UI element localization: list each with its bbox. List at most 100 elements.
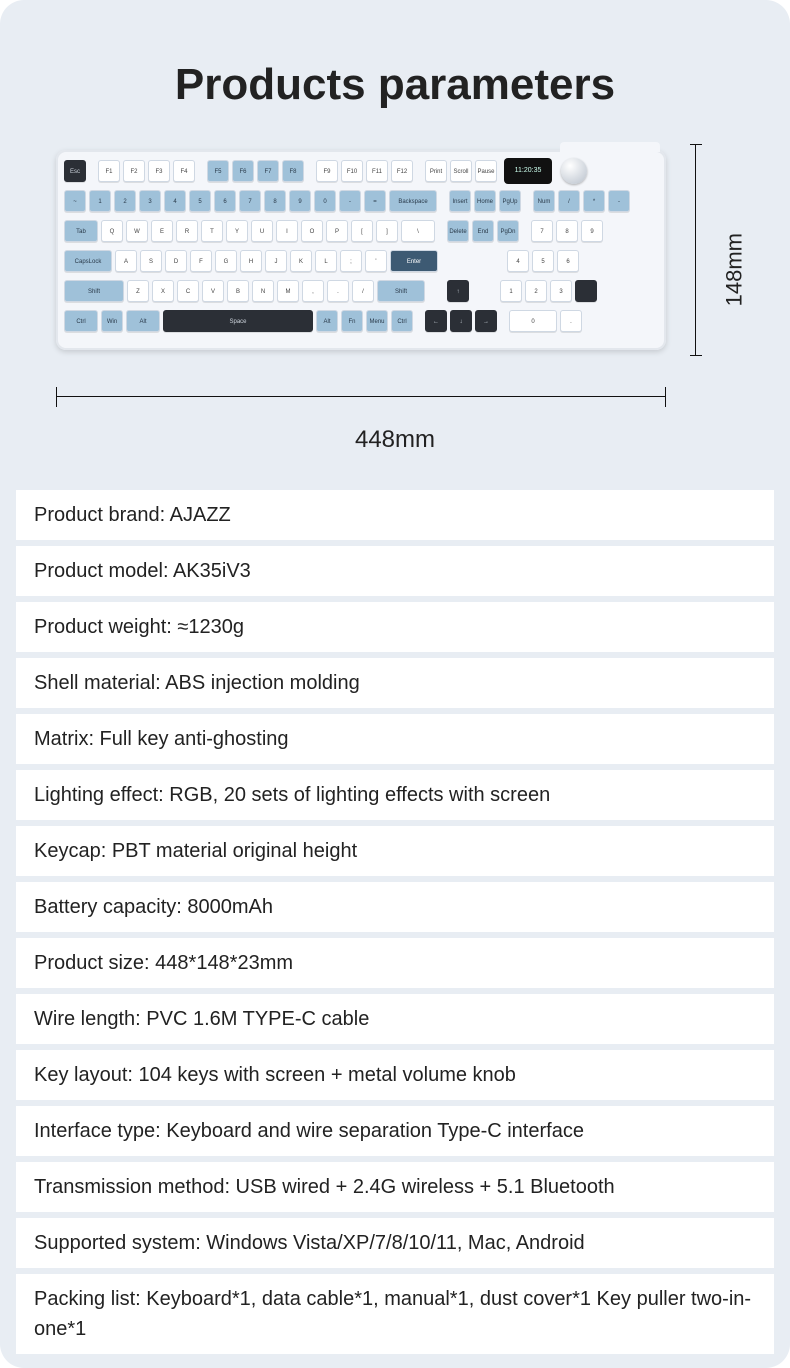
spec-row: Key layout: 104 keys with screen + metal… bbox=[16, 1050, 774, 1100]
key-num7: 7 bbox=[531, 220, 553, 242]
spec-row: Battery capacity: 8000mAh bbox=[16, 882, 774, 932]
key-pause: Pause bbox=[475, 160, 497, 182]
keyboard-row-z: Shift Z X C V B N M , . / Shift ↑ 1 2 3 bbox=[64, 278, 658, 304]
key-b: B bbox=[227, 280, 249, 302]
product-parameters-card: Products parameters Esc F1 F2 F3 F4 F5 F… bbox=[0, 0, 790, 1368]
key-numdiv: / bbox=[558, 190, 580, 212]
key-u: U bbox=[251, 220, 273, 242]
width-dimension-line bbox=[56, 396, 666, 397]
key-pgup: PgUp bbox=[499, 190, 521, 212]
key-right: → bbox=[475, 310, 497, 332]
key-num8: 8 bbox=[556, 220, 578, 242]
height-dimension-label: 148mm bbox=[721, 233, 747, 306]
key-print: Print bbox=[425, 160, 447, 182]
key-rbracket: ] bbox=[376, 220, 398, 242]
key-num6: 6 bbox=[557, 250, 579, 272]
spec-row: Wire length: PVC 1.6M TYPE-C cable bbox=[16, 994, 774, 1044]
key-semicolon: ; bbox=[340, 250, 362, 272]
key-j: J bbox=[265, 250, 287, 272]
key-scroll: Scroll bbox=[450, 160, 472, 182]
key-f4: F4 bbox=[173, 160, 195, 182]
key-y: Y bbox=[226, 220, 248, 242]
key-0: 0 bbox=[314, 190, 336, 212]
key-fn: Fn bbox=[341, 310, 363, 332]
key-v: V bbox=[202, 280, 224, 302]
key-equals: = bbox=[364, 190, 386, 212]
key-lshift: Shift bbox=[64, 280, 124, 302]
key-d: D bbox=[165, 250, 187, 272]
key-home: Home bbox=[474, 190, 496, 212]
key-9: 9 bbox=[289, 190, 311, 212]
key-insert: Insert bbox=[449, 190, 471, 212]
key-num2: 2 bbox=[525, 280, 547, 302]
key-f7: F7 bbox=[257, 160, 279, 182]
spec-row: Transmission method: USB wired + 2.4G wi… bbox=[16, 1162, 774, 1212]
key-num9: 9 bbox=[581, 220, 603, 242]
key-n: N bbox=[252, 280, 274, 302]
spec-row: Supported system: Windows Vista/XP/7/8/1… bbox=[16, 1218, 774, 1268]
key-e: E bbox=[151, 220, 173, 242]
key-period: . bbox=[327, 280, 349, 302]
key-4: 4 bbox=[164, 190, 186, 212]
key-f: F bbox=[190, 250, 212, 272]
key-num4: 4 bbox=[507, 250, 529, 272]
keyboard-row-function: Esc F1 F2 F3 F4 F5 F6 F7 F8 F9 F10 F11 F… bbox=[64, 158, 658, 184]
spec-row: Product brand: AJAZZ bbox=[16, 490, 774, 540]
spec-row: Matrix: Full key anti-ghosting bbox=[16, 714, 774, 764]
key-w: W bbox=[126, 220, 148, 242]
key-lalt: Alt bbox=[126, 310, 160, 332]
key-pgdn: PgDn bbox=[497, 220, 519, 242]
keyboard-row-numbers: ~ 1 2 3 4 5 6 7 8 9 0 - = Backspace Inse… bbox=[64, 188, 658, 214]
key-1: 1 bbox=[89, 190, 111, 212]
key-p: P bbox=[326, 220, 348, 242]
key-slash: / bbox=[352, 280, 374, 302]
key-c: C bbox=[177, 280, 199, 302]
spec-row: Product size: 448*148*23mm bbox=[16, 938, 774, 988]
key-left: ← bbox=[425, 310, 447, 332]
key-5: 5 bbox=[189, 190, 211, 212]
key-h: H bbox=[240, 250, 262, 272]
spec-row: Shell material: ABS injection molding bbox=[16, 658, 774, 708]
spec-list: Product brand: AJAZZ Product model: AK35… bbox=[16, 490, 774, 1354]
height-dimension-line bbox=[695, 144, 696, 356]
key-end: End bbox=[472, 220, 494, 242]
key-menu: Menu bbox=[366, 310, 388, 332]
key-numdot: . bbox=[560, 310, 582, 332]
spec-row: Lighting effect: RGB, 20 sets of lightin… bbox=[16, 770, 774, 820]
keyboard-illustration: Esc F1 F2 F3 F4 F5 F6 F7 F8 F9 F10 F11 F… bbox=[56, 150, 666, 350]
key-z: Z bbox=[127, 280, 149, 302]
key-f12: F12 bbox=[391, 160, 413, 182]
key-capslock: CapsLock bbox=[64, 250, 112, 272]
volume-knob bbox=[561, 158, 587, 184]
spec-row: Keycap: PBT material original height bbox=[16, 826, 774, 876]
key-g: G bbox=[215, 250, 237, 272]
key-2: 2 bbox=[114, 190, 136, 212]
spec-row: Packing list: Keyboard*1, data cable*1, … bbox=[16, 1274, 774, 1354]
key-f5: F5 bbox=[207, 160, 229, 182]
key-up: ↑ bbox=[447, 280, 469, 302]
key-space: Space bbox=[163, 310, 313, 332]
key-ralt: Alt bbox=[316, 310, 338, 332]
key-esc: Esc bbox=[64, 160, 86, 182]
keyboard-row-ctrl: Ctrl Win Alt Space Alt Fn Menu Ctrl ← ↓ … bbox=[64, 308, 658, 334]
key-num1: 1 bbox=[500, 280, 522, 302]
key-tilde: ~ bbox=[64, 190, 86, 212]
key-rctrl: Ctrl bbox=[391, 310, 413, 332]
key-comma: , bbox=[302, 280, 324, 302]
key-f9: F9 bbox=[316, 160, 338, 182]
key-numlock: Num bbox=[533, 190, 555, 212]
key-f2: F2 bbox=[123, 160, 145, 182]
keyboard-top-bump bbox=[560, 142, 660, 152]
key-s: S bbox=[140, 250, 162, 272]
key-f8: F8 bbox=[282, 160, 304, 182]
key-delete: Delete bbox=[447, 220, 469, 242]
keyboard-row-a: CapsLock A S D F G H J K L ; ' Enter 4 5… bbox=[64, 248, 658, 274]
key-o: O bbox=[301, 220, 323, 242]
key-r: R bbox=[176, 220, 198, 242]
key-a: A bbox=[115, 250, 137, 272]
keyboard-screen: 11:20:35 bbox=[504, 158, 552, 184]
key-m: M bbox=[277, 280, 299, 302]
key-num0: 0 bbox=[509, 310, 557, 332]
key-lbracket: [ bbox=[351, 220, 373, 242]
spec-row: Interface type: Keyboard and wire separa… bbox=[16, 1106, 774, 1156]
